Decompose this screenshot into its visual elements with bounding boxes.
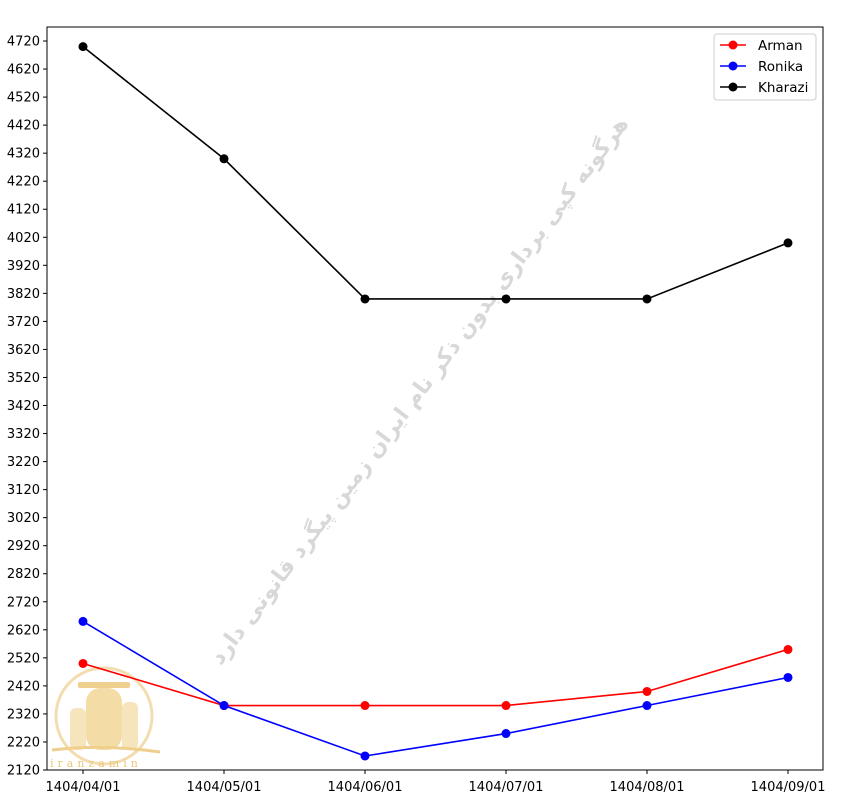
y-tick-label: 3020: [7, 511, 40, 526]
y-tick-label: 4120: [7, 203, 40, 218]
data-point: [219, 701, 229, 711]
y-tick-label: 4420: [7, 119, 40, 134]
series-layer: [78, 42, 793, 761]
data-point: [360, 294, 370, 304]
legend-label: Ronika: [758, 59, 803, 75]
y-tick-label: 4320: [7, 147, 40, 162]
y-tick-label: 2220: [7, 735, 40, 750]
data-point: [783, 238, 793, 248]
data-point: [642, 294, 652, 304]
logo: iranzamin: [50, 666, 161, 770]
y-tick-label: 2820: [7, 567, 40, 582]
legend-item-arman: Arman: [720, 38, 803, 54]
series-line: [82, 46, 789, 300]
plot-area: [47, 27, 823, 770]
x-tick-label: 1404/08/01: [610, 780, 685, 795]
y-tick-label: 4620: [7, 63, 40, 78]
legend-box: [713, 33, 817, 101]
plot-frame: [46, 26, 824, 771]
y-tick-label: 2720: [7, 595, 40, 610]
y-tick-label: 2120: [7, 764, 40, 779]
y-tick-label: 2920: [7, 539, 40, 554]
y-tick-label: 3220: [7, 455, 40, 470]
data-point: [642, 686, 652, 696]
y-tick-label: 3320: [7, 427, 40, 442]
y-tick-label: 4220: [7, 175, 40, 190]
legend: Arman Ronika Kharazi: [713, 33, 817, 101]
data-point: [78, 42, 88, 52]
x-tick-label: 1404/05/01: [187, 780, 262, 795]
series-kharazi: [78, 42, 793, 304]
data-point: [501, 729, 511, 739]
legend-swatch-marker: [728, 82, 738, 92]
data-point: [642, 701, 652, 711]
y-tick-label: 3920: [7, 259, 40, 274]
data-point: [78, 616, 88, 626]
y-tick-label: 2520: [7, 651, 40, 666]
y-tick-label: 4020: [7, 231, 40, 246]
series-line: [82, 620, 789, 757]
legend-item-ronika: Ronika: [720, 59, 803, 75]
legend-item-kharazi: Kharazi: [720, 80, 808, 96]
y-tick-label: 3520: [7, 371, 40, 386]
y-tick-label: 2420: [7, 679, 40, 694]
y-tick-label: 3820: [7, 287, 40, 302]
x-tick-label: 1404/04/01: [46, 780, 121, 795]
y-tick-label: 3720: [7, 315, 40, 330]
x-tick-label: 1404/07/01: [469, 780, 544, 795]
legend-swatch-marker: [728, 61, 738, 71]
data-point: [501, 294, 511, 304]
logo-building-left: [70, 708, 86, 750]
logo-building-center: [86, 688, 122, 750]
y-tick-label: 4520: [7, 91, 40, 106]
data-point: [783, 644, 793, 654]
data-point: [783, 672, 793, 682]
x-tick-label: 1404/06/01: [328, 780, 403, 795]
logo-text: iranzamin: [50, 757, 142, 770]
logo-circle: [54, 666, 154, 766]
data-point: [360, 701, 370, 711]
y-tick-label: 3120: [7, 483, 40, 498]
y-tick-label: 2320: [7, 707, 40, 722]
legend-swatch-marker: [728, 40, 738, 50]
logo-building-right: [122, 702, 138, 750]
data-point: [78, 658, 88, 668]
x-tick-label: 1404/09/01: [751, 780, 826, 795]
axes: 2120 2220 2320 2420 2520 2620 2720 2820 2920 3020…: [7, 35, 826, 795]
data-point: [219, 154, 229, 164]
data-point: [501, 701, 511, 711]
series-ronika: [78, 616, 793, 761]
legend-label: Kharazi: [758, 80, 808, 96]
logo-top-bar: [78, 682, 130, 688]
y-tick-label: 2620: [7, 623, 40, 638]
y-tick-label: 3620: [7, 343, 40, 358]
y-tick-label: 4720: [7, 35, 40, 50]
logo-base-curve: [51, 745, 161, 754]
series-line: [82, 648, 789, 707]
legend-label: Arman: [758, 38, 803, 54]
data-point: [360, 751, 370, 761]
y-tick-label: 3420: [7, 399, 40, 414]
